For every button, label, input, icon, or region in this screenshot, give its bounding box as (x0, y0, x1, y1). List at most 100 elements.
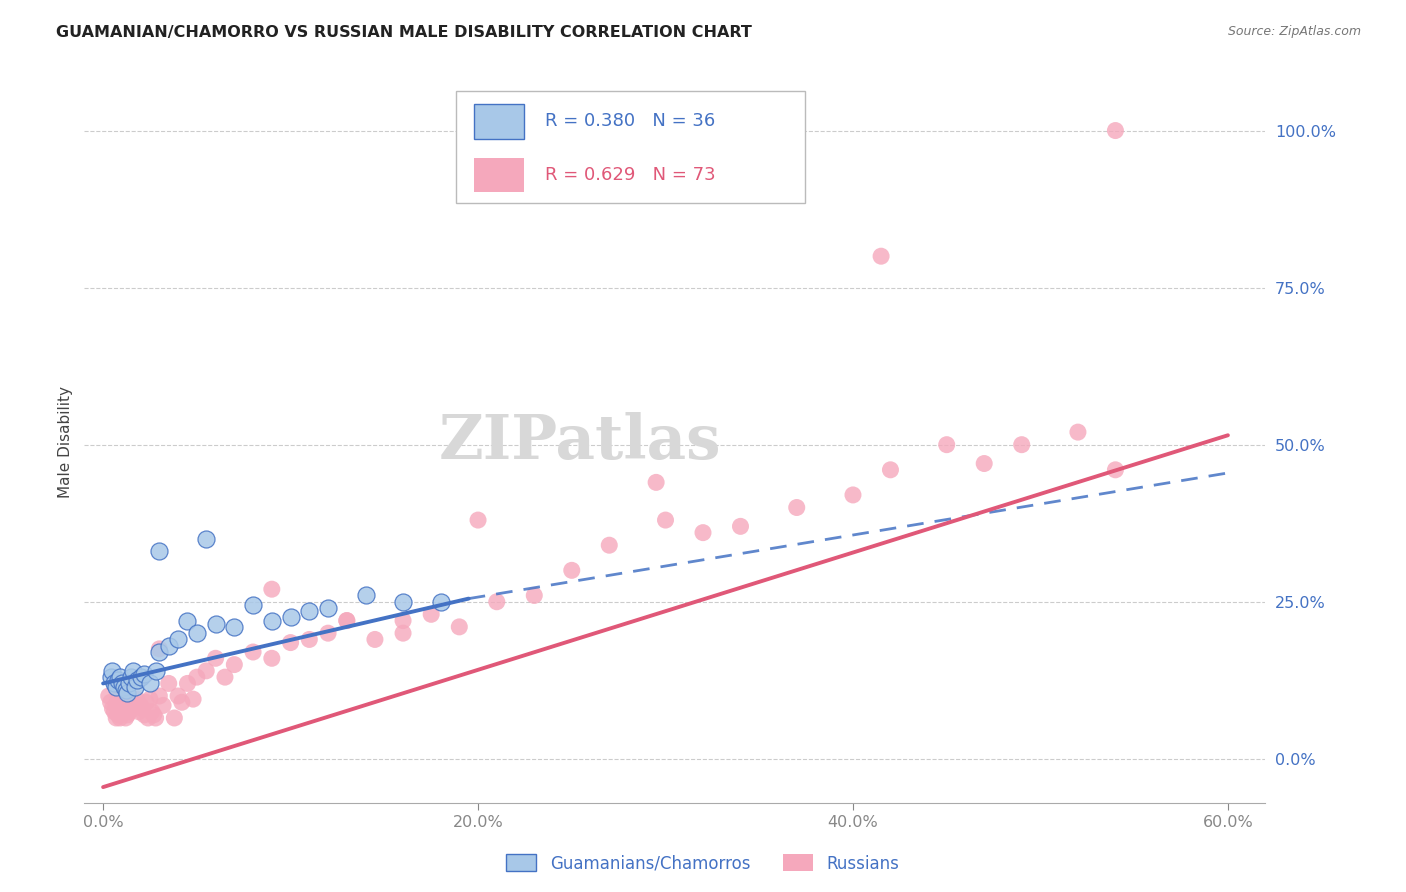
Point (112, 705, 135, 719)
Point (224, 620, 246, 634)
Point (298, 632, 321, 647)
Point (103, 676, 125, 690)
Point (730, 519, 752, 533)
Point (242, 598, 264, 612)
Point (148, 689, 170, 703)
Point (429, 595, 451, 609)
Point (195, 664, 218, 678)
Point (176, 676, 198, 690)
Point (692, 525, 714, 540)
Point (122, 664, 145, 678)
Point (148, 641, 170, 656)
Point (100, 670, 122, 684)
Text: Source: ZipAtlas.com: Source: ZipAtlas.com (1227, 25, 1361, 38)
Point (242, 645, 264, 659)
Point (134, 667, 156, 681)
Point (645, 475, 668, 490)
Point (105, 711, 128, 725)
Point (141, 705, 163, 719)
Point (842, 488, 865, 502)
Point (101, 664, 124, 678)
Point (128, 705, 150, 719)
Point (136, 711, 159, 725)
Point (129, 670, 152, 684)
Point (598, 538, 620, 552)
Point (167, 632, 190, 647)
Point (260, 582, 283, 597)
Point (124, 680, 146, 694)
Point (1104, 123, 1126, 137)
Text: R = 0.629   N = 73: R = 0.629 N = 73 (546, 166, 716, 184)
Point (973, 457, 995, 471)
Point (142, 707, 165, 722)
Point (523, 589, 546, 603)
Point (163, 711, 186, 725)
Point (214, 670, 236, 684)
Point (107, 707, 129, 722)
Point (298, 604, 321, 618)
Point (336, 614, 359, 628)
Point (111, 689, 134, 703)
Legend: Guamanians/Chamorros, Russians: Guamanians/Chamorros, Russians (499, 847, 907, 880)
Point (125, 673, 148, 688)
Point (316, 626, 339, 640)
Point (392, 614, 415, 628)
Point (97, 689, 120, 703)
Point (125, 692, 148, 706)
Point (107, 692, 129, 706)
Point (112, 680, 135, 694)
Point (224, 657, 246, 672)
Point (654, 513, 676, 527)
Point (131, 701, 153, 715)
Point (879, 463, 901, 477)
Point (105, 698, 128, 713)
Point (181, 692, 204, 706)
Point (195, 532, 218, 546)
Point (316, 601, 339, 615)
Point (1011, 438, 1033, 452)
Point (118, 676, 141, 690)
Point (167, 689, 190, 703)
Point (139, 676, 162, 690)
Point (107, 673, 129, 688)
Point (124, 698, 146, 713)
Point (280, 610, 302, 624)
Point (157, 639, 180, 653)
Point (336, 614, 359, 628)
Point (420, 607, 443, 622)
Point (148, 645, 170, 659)
Point (145, 711, 167, 725)
Point (122, 695, 145, 709)
Point (260, 614, 283, 628)
Point (186, 670, 208, 684)
Point (108, 711, 131, 725)
Point (105, 680, 128, 694)
Point (129, 698, 152, 713)
Point (354, 589, 377, 603)
Point (145, 664, 167, 678)
Point (260, 651, 283, 665)
Point (392, 595, 415, 609)
Point (152, 698, 174, 713)
Point (120, 670, 142, 684)
Point (114, 682, 136, 697)
Point (118, 705, 141, 719)
Point (870, 249, 893, 263)
Point (114, 711, 136, 725)
Point (170, 695, 193, 709)
Point (935, 438, 957, 452)
Point (467, 513, 489, 527)
Text: R = 0.380   N = 36: R = 0.380 N = 36 (546, 112, 716, 130)
Point (101, 701, 124, 715)
Point (135, 695, 157, 709)
Point (111, 701, 134, 715)
Point (148, 544, 170, 558)
Point (449, 620, 471, 634)
Point (186, 626, 208, 640)
Point (392, 626, 415, 640)
Point (1104, 463, 1126, 477)
Point (117, 686, 139, 700)
Point (204, 651, 226, 665)
Point (204, 616, 226, 631)
Text: GUAMANIAN/CHAMORRO VS RUSSIAN MALE DISABILITY CORRELATION CHART: GUAMANIAN/CHAMORRO VS RUSSIAN MALE DISAB… (56, 25, 752, 40)
